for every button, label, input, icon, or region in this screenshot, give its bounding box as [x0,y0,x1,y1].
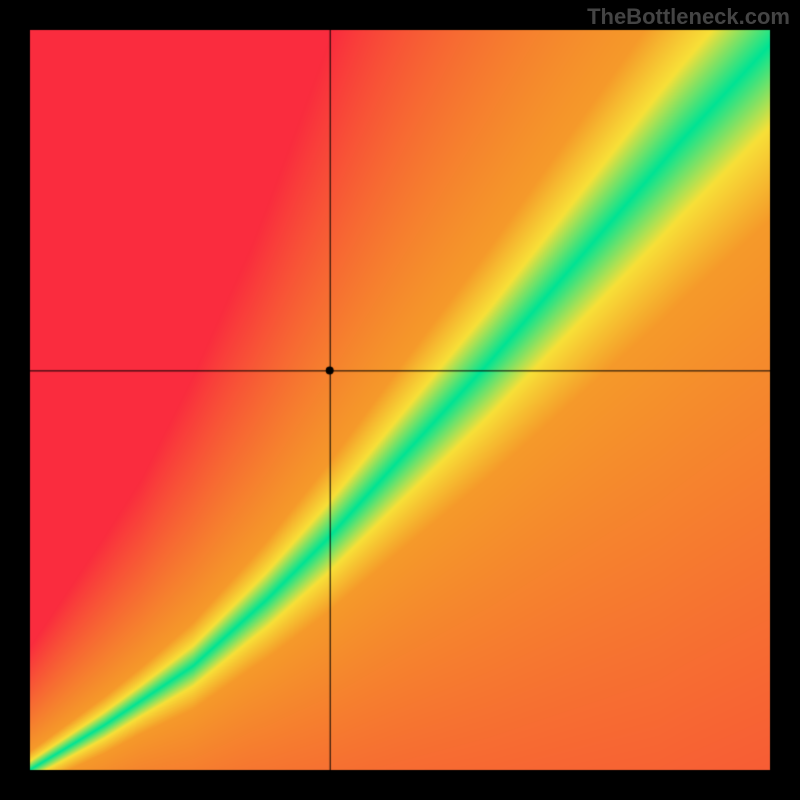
watermark-text: TheBottleneck.com [587,4,790,30]
chart-container: TheBottleneck.com [0,0,800,800]
heatmap-canvas [0,0,800,800]
